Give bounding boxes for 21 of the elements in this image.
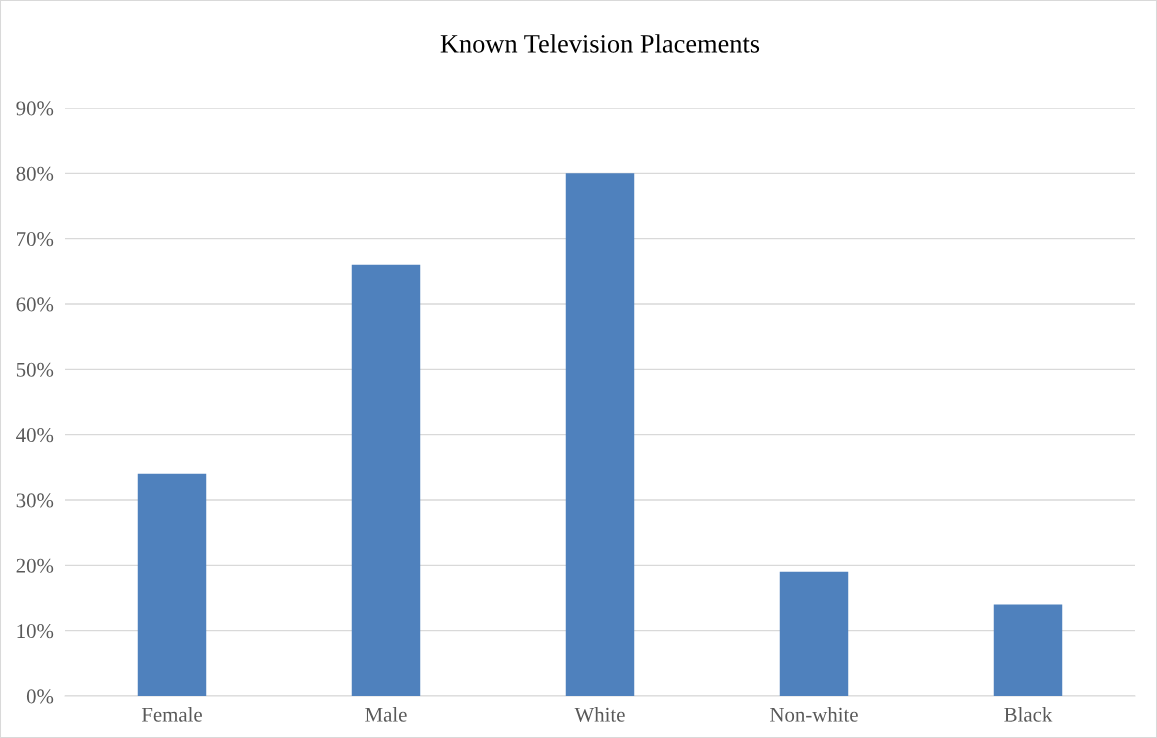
y-tick-label: 70% bbox=[17, 232, 54, 247]
y-tick-label: 90% bbox=[16, 101, 54, 116]
y-tick-label: 40% bbox=[16, 428, 54, 443]
chart-title: Known Television Placements bbox=[440, 34, 760, 53]
y-tick-label: 30% bbox=[16, 493, 54, 508]
x-tick-label: Male bbox=[365, 707, 407, 722]
y-tick-label: 50% bbox=[16, 362, 54, 377]
x-tick-label: Female bbox=[141, 707, 202, 722]
y-tick-label: 10% bbox=[17, 624, 54, 639]
y-tick-label: 20% bbox=[16, 558, 54, 573]
bar bbox=[993, 604, 1063, 696]
y-tick-label: 60% bbox=[16, 297, 54, 312]
bar bbox=[779, 571, 849, 696]
bar bbox=[565, 173, 635, 696]
x-tick-label: White bbox=[574, 707, 625, 722]
bar bbox=[137, 473, 207, 696]
y-tick-label: 80% bbox=[16, 166, 54, 181]
x-tick-label: Black bbox=[1004, 707, 1053, 722]
bar bbox=[351, 264, 421, 696]
y-tick-label: 0% bbox=[26, 689, 54, 704]
x-tick-label: Non-white bbox=[770, 707, 858, 722]
